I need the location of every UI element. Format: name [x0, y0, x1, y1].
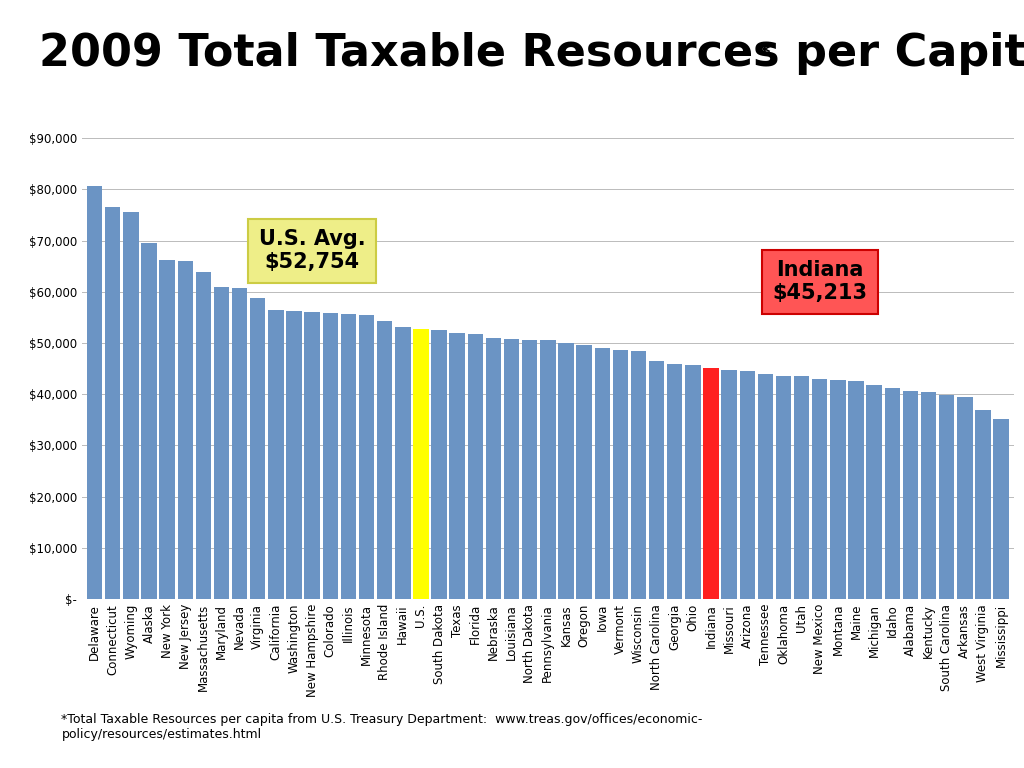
Bar — [540, 340, 556, 599]
Text: Indiana
$45,213: Indiana $45,213 — [772, 260, 867, 303]
Bar — [848, 382, 863, 599]
Bar — [758, 374, 773, 599]
Bar — [431, 330, 446, 599]
Bar — [939, 396, 954, 599]
Bar — [504, 339, 519, 599]
Bar — [160, 260, 175, 599]
Bar — [141, 243, 157, 599]
Bar — [250, 298, 265, 599]
Bar — [921, 392, 936, 599]
Bar — [214, 286, 229, 599]
Bar — [558, 343, 573, 599]
Bar — [993, 419, 1009, 599]
Bar — [87, 186, 102, 599]
Bar — [794, 376, 809, 599]
Bar — [703, 368, 719, 599]
Bar — [395, 326, 411, 599]
Bar — [830, 380, 846, 599]
Bar — [612, 349, 628, 599]
Bar — [105, 207, 121, 599]
Bar — [268, 310, 284, 599]
Bar — [123, 213, 138, 599]
Bar — [485, 339, 501, 599]
Text: *: * — [325, 44, 771, 64]
Bar — [957, 397, 973, 599]
Bar — [649, 361, 665, 599]
Bar — [323, 313, 338, 599]
Bar — [414, 329, 429, 599]
Text: *Total Taxable Resources per capita from U.S. Treasury Department:  www.treas.go: *Total Taxable Resources per capita from… — [61, 713, 702, 741]
Bar — [341, 314, 356, 599]
Bar — [722, 370, 737, 599]
Bar — [812, 379, 827, 599]
Bar — [631, 351, 646, 599]
Bar — [685, 365, 700, 599]
Bar — [177, 261, 193, 599]
Bar — [776, 376, 792, 599]
Bar — [975, 409, 990, 599]
Bar — [304, 313, 319, 599]
Bar — [885, 388, 900, 599]
Bar — [667, 363, 682, 599]
Bar — [232, 288, 248, 599]
Bar — [196, 272, 211, 599]
Text: 2009 Total Taxable Resources per Capita: 2009 Total Taxable Resources per Capita — [40, 32, 1024, 75]
Bar — [903, 391, 919, 599]
Bar — [377, 321, 392, 599]
Bar — [522, 340, 538, 599]
Bar — [577, 345, 592, 599]
Bar — [287, 311, 302, 599]
Bar — [358, 316, 374, 599]
Text: U.S. Avg.
$52,754: U.S. Avg. $52,754 — [259, 230, 366, 273]
Bar — [739, 371, 755, 599]
Bar — [450, 333, 465, 599]
Bar — [866, 385, 882, 599]
Bar — [468, 334, 483, 599]
Bar — [595, 348, 610, 599]
